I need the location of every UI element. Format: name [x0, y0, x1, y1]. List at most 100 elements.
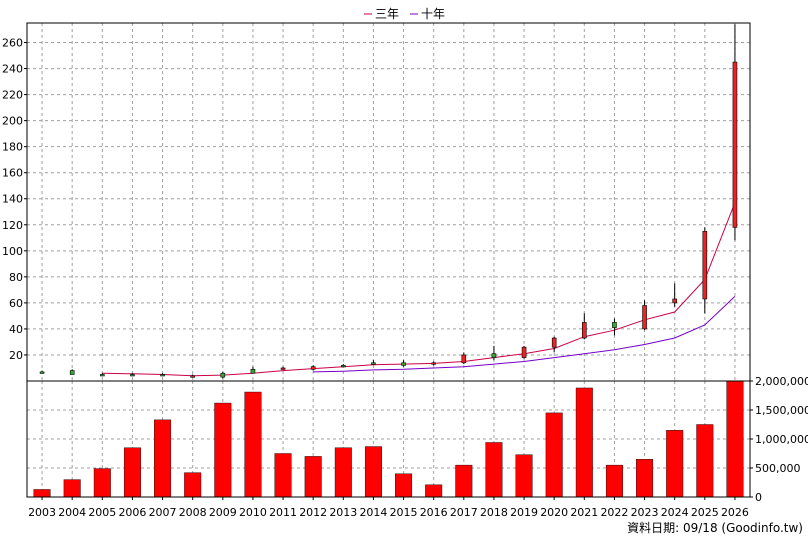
legend-label-十年: 十年 — [421, 7, 445, 21]
volume-bar — [395, 473, 413, 498]
candle-body — [551, 337, 557, 348]
volume-axis: 0 500,000 1,000,000 1,500,000 2,000,000 — [750, 375, 808, 504]
volume-bar — [93, 468, 111, 498]
volume-bar — [696, 424, 714, 498]
x-tick-label: 2011 — [269, 506, 297, 519]
x-tick-label: 2016 — [420, 506, 448, 519]
x-tick-label: 2014 — [359, 506, 387, 519]
candle-body — [612, 322, 617, 328]
x-tick-label: 2019 — [510, 506, 538, 519]
price-tick-label: 80 — [9, 271, 23, 284]
candle-body — [130, 374, 135, 377]
candle-body — [371, 362, 376, 365]
price-tick-label: 140 — [2, 193, 23, 206]
x-tick-label: 2024 — [661, 506, 689, 519]
volume-bar — [485, 442, 503, 498]
volume-bar — [666, 430, 684, 498]
x-tick-label: 2021 — [570, 506, 598, 519]
volume-bar — [244, 391, 262, 498]
price-tick-label: 160 — [2, 167, 23, 180]
candlesticks — [39, 24, 738, 379]
volume-bar — [184, 472, 202, 498]
x-tick-label: 2007 — [149, 506, 177, 519]
x-tick-label: 2006 — [118, 506, 146, 519]
x-tick-label: 2017 — [450, 506, 478, 519]
price-tick-label: 60 — [9, 297, 23, 310]
volume-bar — [515, 454, 533, 498]
x-tick-label: 2012 — [299, 506, 327, 519]
volume-bar — [636, 459, 654, 498]
volume-bar — [154, 419, 172, 498]
candle-body — [310, 366, 316, 370]
price-tick-label: 200 — [2, 115, 23, 128]
x-tick-label: 2022 — [600, 506, 628, 519]
price-axis: 20 40 60 80 100 120 140 160 180 200 220 240 260 — [2, 37, 27, 362]
price-tick-label: 20 — [9, 349, 23, 362]
avg-line-十年 — [313, 296, 736, 373]
x-tick-label: 2008 — [179, 506, 207, 519]
candle-body — [642, 305, 647, 330]
candle-body — [160, 374, 165, 377]
volume-tick-label: 2,000,000 — [755, 375, 808, 388]
x-tick-label: 2015 — [390, 506, 418, 519]
x-tick-label: 2018 — [480, 506, 508, 519]
candle-body — [341, 365, 346, 368]
volume-bar — [364, 446, 382, 498]
price-tick-label: 40 — [9, 323, 23, 336]
price-tick-label: 100 — [2, 245, 23, 258]
volume-bars — [33, 380, 744, 498]
volume-tick-label: 1,500,000 — [755, 404, 808, 417]
candle-body — [100, 374, 105, 377]
x-tick-label: 2010 — [239, 506, 267, 519]
candle-body — [521, 346, 527, 358]
candle-body — [672, 298, 677, 304]
candle-body — [732, 61, 738, 228]
avg-line-三年 — [102, 202, 736, 377]
volume-bar — [575, 387, 593, 498]
x-tick-label: 2004 — [58, 506, 86, 519]
volume-bar — [304, 456, 322, 498]
candle-body — [39, 371, 45, 374]
plot-frames — [26, 22, 751, 498]
average-lines — [102, 202, 736, 377]
x-tick-label: 2023 — [631, 506, 659, 519]
candle-body — [461, 354, 467, 364]
volume-bar — [334, 447, 352, 498]
candle-body — [401, 362, 406, 366]
price-grid — [27, 23, 750, 381]
price-tick-label: 260 — [2, 37, 23, 50]
candle-body — [250, 368, 256, 374]
x-tick-label: 2013 — [329, 506, 357, 519]
volume-panel-frame — [26, 380, 751, 498]
volume-bar — [63, 479, 81, 498]
price-tick-label: 240 — [2, 63, 23, 76]
price-tick-label: 120 — [2, 219, 23, 232]
volume-bar — [605, 464, 623, 498]
candle-body — [69, 370, 75, 375]
volume-tick-label: 0 — [755, 491, 762, 504]
volume-bar — [545, 412, 563, 498]
candle-body — [190, 375, 195, 378]
volume-bar — [425, 484, 443, 498]
source-note: 資料日期: 09/18 (Goodinfo.tw) — [627, 521, 803, 535]
x-tick-label: 2020 — [540, 506, 568, 519]
volume-bar — [33, 489, 51, 498]
candle-body — [491, 353, 497, 358]
volume-bar — [214, 402, 232, 498]
candle-body — [582, 322, 587, 339]
candle-body — [220, 372, 226, 378]
x-axis: 2003 2004 2005 2006 2007 2008 2009 2010 2011 2012… — [28, 497, 749, 519]
volume-bar — [726, 380, 744, 498]
price-panel-frame — [26, 22, 751, 382]
volume-bar — [123, 447, 141, 498]
x-tick-label: 2026 — [721, 506, 749, 519]
volume-bar — [455, 464, 473, 498]
x-tick-label: 2005 — [88, 506, 116, 519]
candle-body — [280, 367, 286, 370]
volume-tick-label: 1,000,000 — [755, 433, 808, 446]
price-tick-label: 180 — [2, 141, 23, 154]
legend-label-三年: 三年 — [375, 7, 399, 21]
volume-bar — [274, 453, 292, 498]
